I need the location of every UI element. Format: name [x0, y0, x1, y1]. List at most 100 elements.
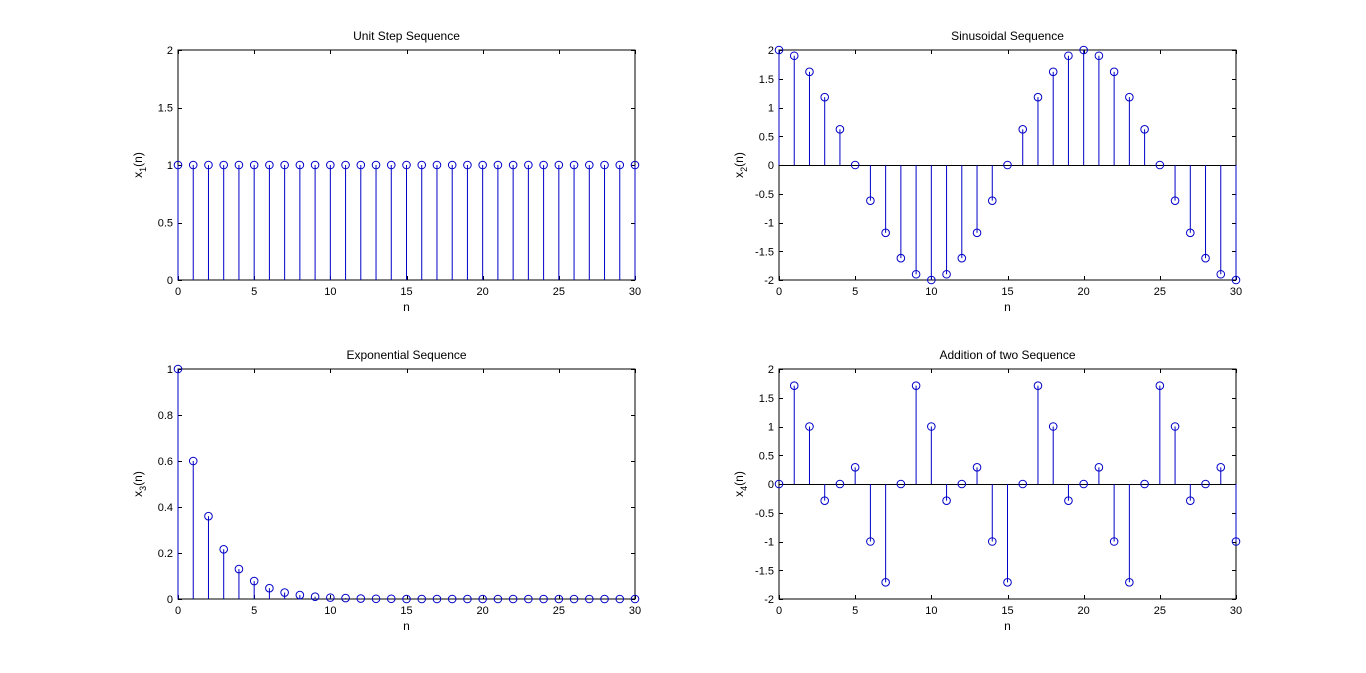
stem-marker [957, 479, 967, 489]
y-tick-label: 2 [167, 45, 173, 57]
stem-marker [585, 594, 594, 604]
stem-marker [630, 160, 640, 170]
x-tick-label: 25 [553, 286, 565, 298]
stem-marker [356, 594, 366, 603]
subplot-1: 0 5 10 15 20 25 30 0 0.5 1 1.5 2 Unit Step Sequence n… [131, 29, 641, 314]
y-tick-label: 2 [768, 364, 774, 376]
stem-marker [463, 160, 472, 170]
stem-marker [1109, 67, 1119, 77]
x-tick-label: 0 [776, 286, 782, 298]
y-axis-label-suffix: (n) [732, 471, 746, 486]
stem-marker [1018, 125, 1028, 134]
y-tick-label: -1 [764, 537, 774, 549]
stem-marker [265, 583, 274, 593]
y-tick-label: 0.5 [158, 218, 173, 230]
stem-marker [1231, 275, 1241, 285]
stem-marker [539, 594, 548, 604]
x-tick-label: 0 [175, 286, 181, 298]
stem-marker [569, 160, 579, 170]
stem-marker [850, 463, 860, 472]
stem-marker [386, 160, 396, 170]
stem-marker [987, 196, 997, 205]
stem-marker [219, 545, 228, 554]
stem-marker [402, 160, 411, 170]
stem-marker [1201, 479, 1210, 489]
stem-marker [805, 67, 814, 77]
y-axis-label-subscript: 3 [138, 486, 148, 491]
y-tick-label: -1 [764, 218, 774, 230]
stem-marker [1048, 67, 1058, 77]
y-axis-label-subscript: 1 [138, 167, 148, 172]
y-tick-label: 0 [768, 479, 774, 491]
stem-marker [615, 594, 625, 604]
stem-marker [1231, 537, 1241, 546]
stem-marker [957, 253, 967, 263]
y-tick-label: 0 [167, 594, 173, 606]
stem-marker [371, 594, 381, 604]
stem-marker [341, 593, 350, 603]
y-tick-label: 1.5 [759, 393, 774, 405]
y-tick-label: 1 [768, 422, 774, 434]
stem-marker [493, 594, 503, 604]
y-tick-label: 0 [768, 160, 774, 172]
y-axis-label-base: x [131, 491, 145, 497]
stem-marker [1170, 422, 1180, 431]
stem-marker [585, 160, 594, 170]
y-axis-label: x1(n) [131, 152, 148, 178]
stem-marker [249, 576, 259, 586]
stem-marker [463, 594, 472, 604]
stem-marker [1033, 92, 1043, 102]
y-tick-label: 0.2 [158, 548, 173, 560]
y-tick-label: 0.8 [158, 410, 173, 422]
stem-marker [554, 594, 564, 604]
stem-marker [927, 422, 936, 431]
stem-marker [173, 160, 183, 170]
stem-marker [1125, 92, 1134, 102]
stem-marker [204, 160, 213, 170]
stem-marker [1094, 51, 1104, 61]
stem-marker [447, 160, 457, 170]
y-tick-label: -0.5 [755, 189, 774, 201]
stem-marker [835, 479, 845, 489]
stem-marker [850, 160, 860, 170]
stem-marker [310, 160, 320, 170]
y-tick-label: 0.6 [158, 456, 173, 468]
y-tick-label: 1.5 [158, 103, 173, 115]
stem-marker [417, 594, 427, 604]
stem-marker [600, 594, 609, 604]
stem-marker [972, 463, 982, 472]
y-tick-label: 1 [167, 160, 173, 172]
stem-marker [188, 160, 198, 170]
stem-marker [371, 160, 381, 170]
x-tick-label: 20 [477, 286, 489, 298]
stem-marker [539, 160, 548, 170]
stem-marker [234, 564, 244, 574]
stem-marker [204, 511, 213, 521]
y-axis-label-subscript: 4 [739, 486, 749, 491]
stem-marker [508, 160, 518, 170]
stem-marker [774, 45, 784, 55]
stem-marker [219, 160, 228, 170]
subplot-4: 0 5 10 15 20 25 30 -2 -1.5 -1 -0.5 0 0.5 1 1.5 2 Additio… [732, 348, 1242, 633]
stem-marker [1125, 578, 1134, 587]
stem-marker [1155, 381, 1165, 390]
stem-marker [524, 160, 533, 170]
subplot-2: 0 5 10 15 20 25 30 -2 -1.5 -1 -0.5 0 0.5 1 1.5 2 Sinusoi… [732, 29, 1242, 314]
x-tick-label: 5 [852, 605, 858, 617]
x-axis-label: n [403, 300, 410, 314]
stem-marker [1170, 196, 1180, 205]
stem-marker [432, 594, 442, 604]
y-tick-label: 0 [167, 275, 173, 287]
stem-marker [1003, 160, 1012, 170]
y-axis-label-subscript: 2 [739, 167, 749, 172]
y-tick-label: 1 [167, 364, 173, 376]
stem-marker [896, 479, 906, 489]
y-tick-label: 0.5 [759, 450, 774, 462]
stem-marker [265, 160, 274, 170]
stem-marker [1079, 479, 1088, 489]
y-tick-label: 1.5 [759, 74, 774, 86]
x-tick-label: 30 [1230, 286, 1242, 298]
stem-marker [432, 160, 442, 170]
stem-marker [295, 160, 305, 170]
